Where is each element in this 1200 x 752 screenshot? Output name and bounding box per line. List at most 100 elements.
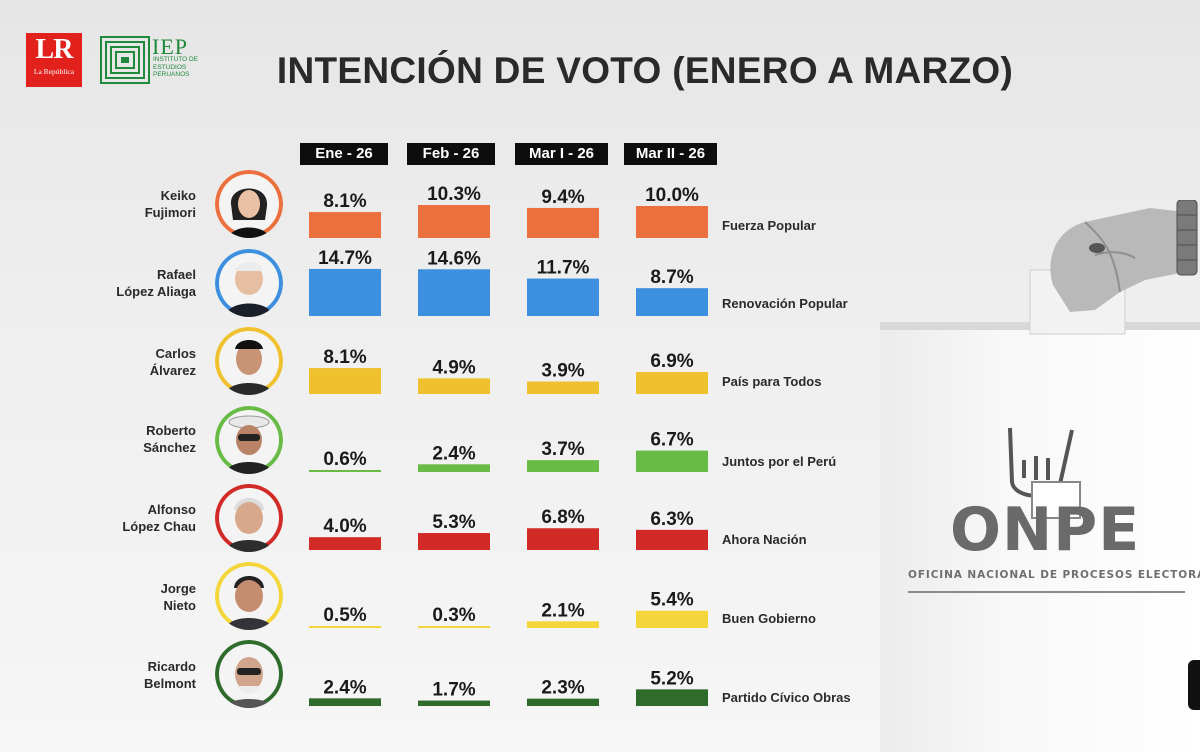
candidate-name-fujimori: Keiko Fujimori	[46, 187, 196, 221]
iep-logo: IEP INSTITUTO DE ESTUDIOS PERUANOS	[100, 34, 210, 86]
candidate-last-name: Belmont	[144, 676, 196, 691]
data-label-4-1: 5.3%	[432, 512, 475, 533]
period-header-mar-i: Mar I - 26	[515, 143, 608, 165]
hand-voting-icon	[1029, 200, 1198, 335]
candidate-last-name: López Aliaga	[116, 284, 196, 299]
candidate-first-name: Ricardo	[147, 659, 196, 674]
period-header-feb: Feb - 26	[407, 143, 495, 165]
bar-6-3	[636, 689, 708, 706]
party-name-fuerza-popular: Fuerza Popular	[722, 218, 816, 233]
candidate-first-name: Rafael	[156, 267, 196, 282]
candidate-last-name: Nieto	[163, 598, 197, 613]
data-label-6-2: 2.3%	[541, 678, 584, 699]
candidate-last-name: Sánchez	[143, 440, 196, 455]
bar-2-0	[309, 368, 381, 394]
candidate-first-name: Roberto	[146, 423, 196, 438]
party-name-partido-civico-obras: Partido Cívico Obras	[722, 690, 851, 705]
data-label-5-0: 0.5%	[323, 605, 366, 626]
bar-5-0	[309, 626, 381, 628]
data-label-1-2: 11.7%	[537, 258, 590, 279]
data-label-5-2: 2.1%	[541, 600, 584, 621]
bar-6-2	[527, 698, 599, 706]
party-name-renovacion-popular: Renovación Popular	[722, 296, 848, 311]
iep-logo-subtitle: INSTITUTO DE ESTUDIOS PERUANOS	[153, 56, 199, 78]
data-label-1-1: 14.6%	[427, 248, 481, 269]
avatar-fujimori	[215, 170, 283, 238]
iep-logo-name: IEP	[152, 34, 188, 59]
avatar-sanchez	[215, 406, 283, 474]
data-label-4-3: 6.3%	[650, 509, 693, 530]
screen-edge	[1188, 660, 1200, 710]
data-label-2-0: 8.1%	[323, 347, 366, 368]
data-label-3-0: 0.6%	[323, 449, 366, 470]
period-header-ene: Ene - 26	[300, 143, 388, 165]
bar-3-0	[309, 470, 381, 472]
candidate-name-belmont: Ricardo Belmont	[46, 658, 196, 692]
avatar-alvarez	[215, 327, 283, 395]
bar-0-0	[309, 212, 381, 238]
party-name-ahora-nacion: Ahora Nación	[722, 532, 807, 547]
data-label-4-2: 6.8%	[541, 507, 584, 528]
lr-logo-subtitle: La República	[33, 67, 75, 76]
bar-4-3	[636, 529, 708, 550]
candidate-first-name: Alfonso	[147, 502, 196, 517]
bar-2-2	[527, 381, 599, 394]
data-label-3-3: 6.7%	[650, 430, 693, 451]
bar-0-1	[418, 205, 490, 238]
bar-1-2	[527, 278, 599, 316]
data-label-1-3: 8.7%	[650, 267, 693, 288]
candidate-name-nieto: Jorge Nieto	[46, 580, 196, 614]
party-name-buen-gobierno: Buen Gobierno	[722, 611, 816, 626]
data-label-0-2: 9.4%	[541, 187, 584, 208]
avatar-lopez-aliaga	[215, 249, 283, 317]
data-label-3-1: 2.4%	[432, 443, 475, 464]
bar-2-3	[636, 371, 708, 394]
bar-3-3	[636, 450, 708, 472]
candidate-name-sanchez: Roberto Sánchez	[46, 422, 196, 456]
candidate-name-lopez-chau: Alfonso López Chau	[46, 501, 196, 535]
candidate-name-alvarez: Carlos Álvarez	[46, 345, 196, 379]
ballot-box	[880, 330, 1200, 752]
bar-6-0	[309, 698, 381, 706]
party-name-pais-para-todos: País para Todos	[722, 374, 822, 389]
data-label-0-3: 10.0%	[645, 185, 699, 206]
candidate-last-name: Álvarez	[149, 363, 196, 378]
bar-6-1	[418, 700, 490, 706]
data-label-1-0: 14.7%	[318, 248, 372, 269]
bar-0-2	[527, 207, 599, 238]
candidate-name-lopez-aliaga: Rafael López Aliaga	[46, 266, 196, 300]
onpe-subtitle: OFICINA NACIONAL DE PROCESOS ELECTORALES	[908, 569, 1200, 581]
bar-5-3	[636, 610, 708, 628]
bar-1-0	[309, 268, 381, 316]
avatar-lopez-chau	[215, 484, 283, 552]
data-label-6-1: 1.7%	[432, 680, 475, 701]
candidate-first-name: Jorge	[160, 581, 196, 596]
data-label-2-1: 4.9%	[432, 357, 475, 378]
data-label-3-2: 3.7%	[541, 439, 584, 460]
bar-2-1	[418, 378, 490, 394]
candidate-last-name: López Chau	[122, 519, 196, 534]
bar-4-2	[527, 528, 599, 550]
bar-4-1	[418, 533, 490, 550]
bar-5-2	[527, 621, 599, 628]
data-label-4-0: 4.0%	[323, 516, 366, 537]
data-label-2-3: 6.9%	[650, 351, 693, 372]
onpe-wordmark: ONPE	[950, 495, 1141, 565]
data-label-5-3: 5.4%	[650, 590, 693, 611]
candidate-last-name: Fujimori	[144, 205, 196, 220]
onpe-ballot-icon	[908, 427, 1185, 593]
data-label-6-0: 2.4%	[323, 677, 366, 698]
iep-logo-icon	[100, 36, 150, 84]
data-label-5-1: 0.3%	[432, 605, 475, 626]
bar-5-1	[418, 626, 490, 628]
bar-3-1	[418, 464, 490, 472]
period-header-mar-ii: Mar II - 26	[624, 143, 717, 165]
lr-logo-mark: LR	[35, 34, 74, 65]
bar-1-3	[636, 288, 708, 316]
chart-title: INTENCIÓN DE VOTO (ENERO A MARZO)	[276, 50, 1014, 91]
data-label-6-3: 5.2%	[650, 668, 693, 689]
data-label-2-2: 3.9%	[541, 361, 584, 382]
bar-0-3	[636, 206, 708, 238]
party-name-juntos-por-el-peru: Juntos por el Perú	[722, 454, 837, 469]
